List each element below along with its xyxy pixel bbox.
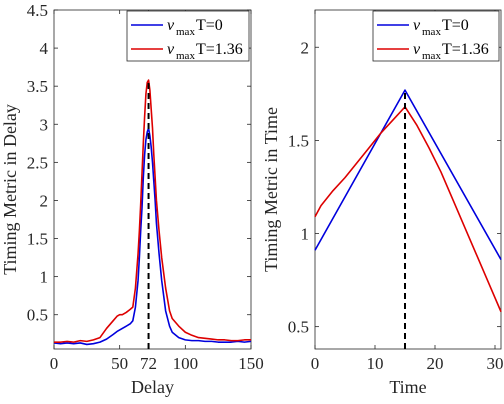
legend-symbol: ν xyxy=(167,41,175,58)
y-tick-label: 0.5 xyxy=(27,306,48,325)
y-tick-label: 0.5 xyxy=(288,318,309,337)
y-tick-label: 2 xyxy=(40,191,49,210)
x-tick-label: 0 xyxy=(50,354,59,373)
legend-box xyxy=(126,10,250,62)
y-tick-label: 2.5 xyxy=(27,153,48,172)
legend-subscript: max xyxy=(176,26,195,38)
x-axis-title: Time xyxy=(389,377,426,397)
x-tick-label: 150 xyxy=(238,354,264,373)
y-tick-label: 3.5 xyxy=(27,77,48,96)
legend-symbol: ν xyxy=(167,17,175,34)
legend-subscript: max xyxy=(422,26,441,38)
y-tick-label: 1 xyxy=(40,268,49,287)
y-axis-title: Timing Metric in Time xyxy=(261,107,281,272)
x-tick-label: 72 xyxy=(140,354,157,373)
series-line-1 xyxy=(53,127,252,346)
x-tick-label: 20 xyxy=(427,354,444,373)
legend-symbol: ν xyxy=(413,41,421,58)
plot-frame xyxy=(53,9,252,350)
x-tick-label: 30 xyxy=(487,354,504,373)
legend-label: T=0 xyxy=(442,17,469,34)
legend-symbol: ν xyxy=(413,17,421,34)
y-tick-label: 4 xyxy=(40,39,49,58)
y-tick-label: 4.5 xyxy=(27,1,48,20)
y-tick-label: 1.5 xyxy=(288,131,309,150)
right-chart-panel: 0 10 20 30 0.5 1 1.5 2 Time Timing Metric in Time… xyxy=(261,9,504,397)
x-tick-label: 100 xyxy=(173,354,199,373)
x-axis-title: Delay xyxy=(131,377,174,397)
y-tick-label: 1 xyxy=(301,225,310,244)
x-tick-label: 10 xyxy=(367,354,384,373)
legend-box xyxy=(372,10,500,62)
y-tick-label: 3 xyxy=(40,115,49,134)
legend-subscript: max xyxy=(176,50,195,62)
y-tick-label: 2 xyxy=(301,38,310,57)
series-line-2 xyxy=(54,79,251,343)
x-tick-label: 50 xyxy=(111,354,128,373)
legend-label: T=1.36 xyxy=(196,41,243,58)
y-axis-title: Timing Metric in Delay xyxy=(0,104,20,275)
legend-label: T=0 xyxy=(196,17,223,34)
series-line-1 xyxy=(314,89,502,260)
y-tick-label: 1.5 xyxy=(27,230,48,249)
legend-subscript: max xyxy=(422,50,441,62)
plot-frame xyxy=(314,9,502,350)
x-tick-label: 0 xyxy=(311,354,320,373)
legend-label: T=1.36 xyxy=(442,41,489,58)
left-chart-panel: 0 50 72 100 150 0.5 1 1.5 2 2.5 3 3.5 4 4.5 Delay Timin… xyxy=(0,1,264,397)
